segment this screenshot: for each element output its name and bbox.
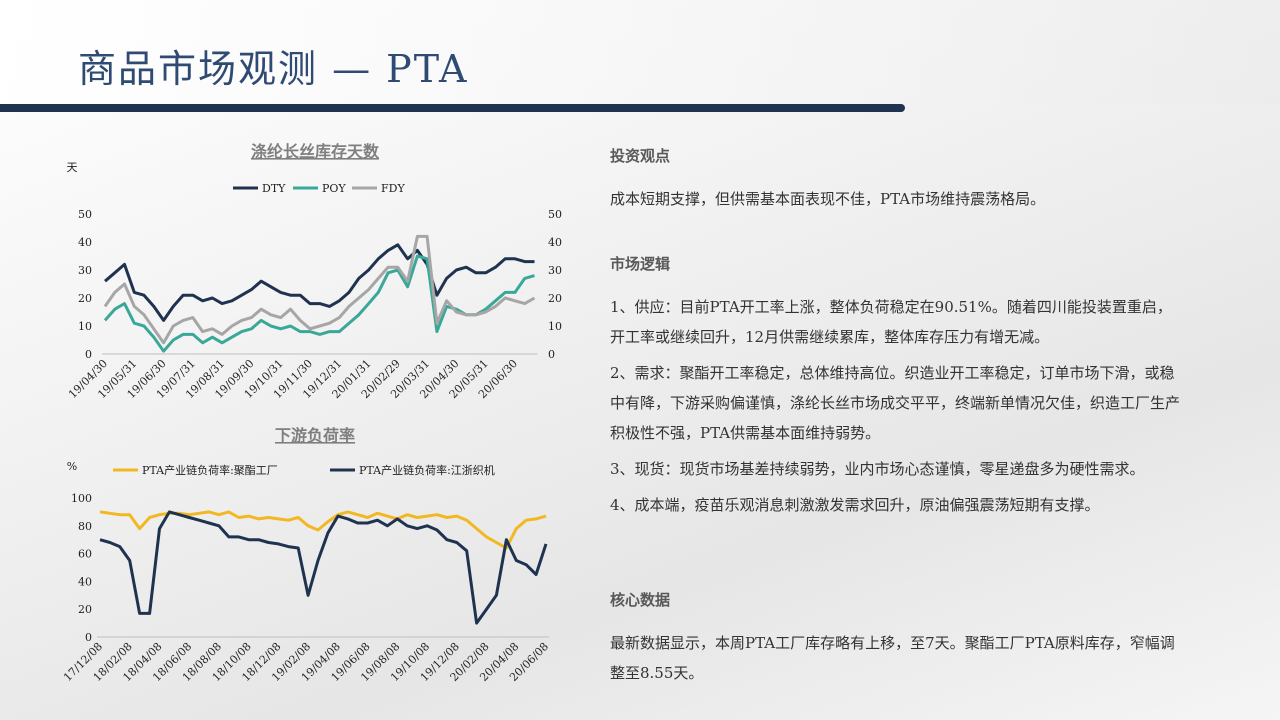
section: 投资观点成本短期支撑，但供需基本面表现不佳，PTA市场维持震荡格局。 [610,145,1185,220]
chart-title: 涤纶长丝库存天数 [251,142,380,161]
y2-tick-label: 30 [548,264,562,277]
y-axis-label: 天 [67,161,78,174]
section-heading: 投资观点 [610,147,671,165]
y-tick-label: 20 [78,292,92,305]
y-tick-label: 60 [78,548,92,561]
y-tick-label: 0 [85,348,92,361]
section-heading: 市场逻辑 [610,255,671,273]
section: 核心数据最新数据显示，本周PTA工厂库存略有上移，至7天。聚酯工厂PTA原料库存… [610,589,1185,694]
y-tick-label: 10 [78,320,92,333]
y-tick-label: 40 [78,575,92,588]
legend-label: FDY [381,182,405,195]
section-heading: 核心数据 [610,591,671,609]
y-tick-label: 50 [78,208,92,221]
legend-label: DTY [262,182,286,195]
y2-tick-label: 20 [548,292,562,305]
charts: 涤纶长丝库存天数天010203040500102030405019/04/301… [61,142,562,684]
y-axis-label: % [67,460,77,473]
paragraph: 4、成本端，疫苗乐观消息刺激激发需求回升，原油偏强震荡短期有支撑。 [610,496,1100,514]
y2-tick-label: 50 [548,208,562,221]
section: 市场逻辑 1、供应：目前PTA开工率上涨，整体负荷稳定在90.51%。随着四川能投… [610,253,1185,526]
y-tick-label: 40 [78,236,92,249]
legend-label: POY [322,182,346,195]
paragraph: 3、现货：现货市场基差持续弱势，业内市场心态谨慎，零星递盘多为硬性需求。 [610,460,1145,478]
chart-title: 下游负荷率 [275,426,355,445]
series-line [99,510,548,625]
y2-tick-label: 40 [548,236,562,249]
y-tick-label: 100 [71,492,92,505]
header-rule [0,104,905,112]
legend-label: PTA产业链负荷率:江浙织机 [359,463,495,477]
series-line [103,234,536,345]
y2-tick-label: 10 [548,320,562,333]
y-tick-label: 30 [78,264,92,277]
paragraph: 2、需求：聚酯开工率稳定，总体维持高位。织造业开工率稳定，订单市场下滑，或稳中有… [610,364,1181,442]
header-band [0,0,1280,104]
legend-label: PTA产业链负荷率:聚酯工厂 [142,463,278,477]
y-tick-label: 80 [78,520,92,533]
paragraph: 最新数据显示，本周PTA工厂库存略有上移，至7天。聚酯工厂PTA原料库存，窄幅调… [610,634,1175,682]
series-line [104,243,535,322]
slide-title: 商品市场观测 — PTA [78,47,469,91]
paragraph: 1、供应：目前PTA开工率上涨，整体负荷稳定在90.51%。随着四川能投装置重启… [610,298,1172,346]
y-tick-label: 0 [85,631,92,644]
y-tick-label: 20 [78,603,92,616]
paragraph: 成本短期支撑，但供需基本面表现不佳，PTA市场维持震荡格局。 [610,190,1046,208]
y2-tick-label: 0 [548,348,555,361]
